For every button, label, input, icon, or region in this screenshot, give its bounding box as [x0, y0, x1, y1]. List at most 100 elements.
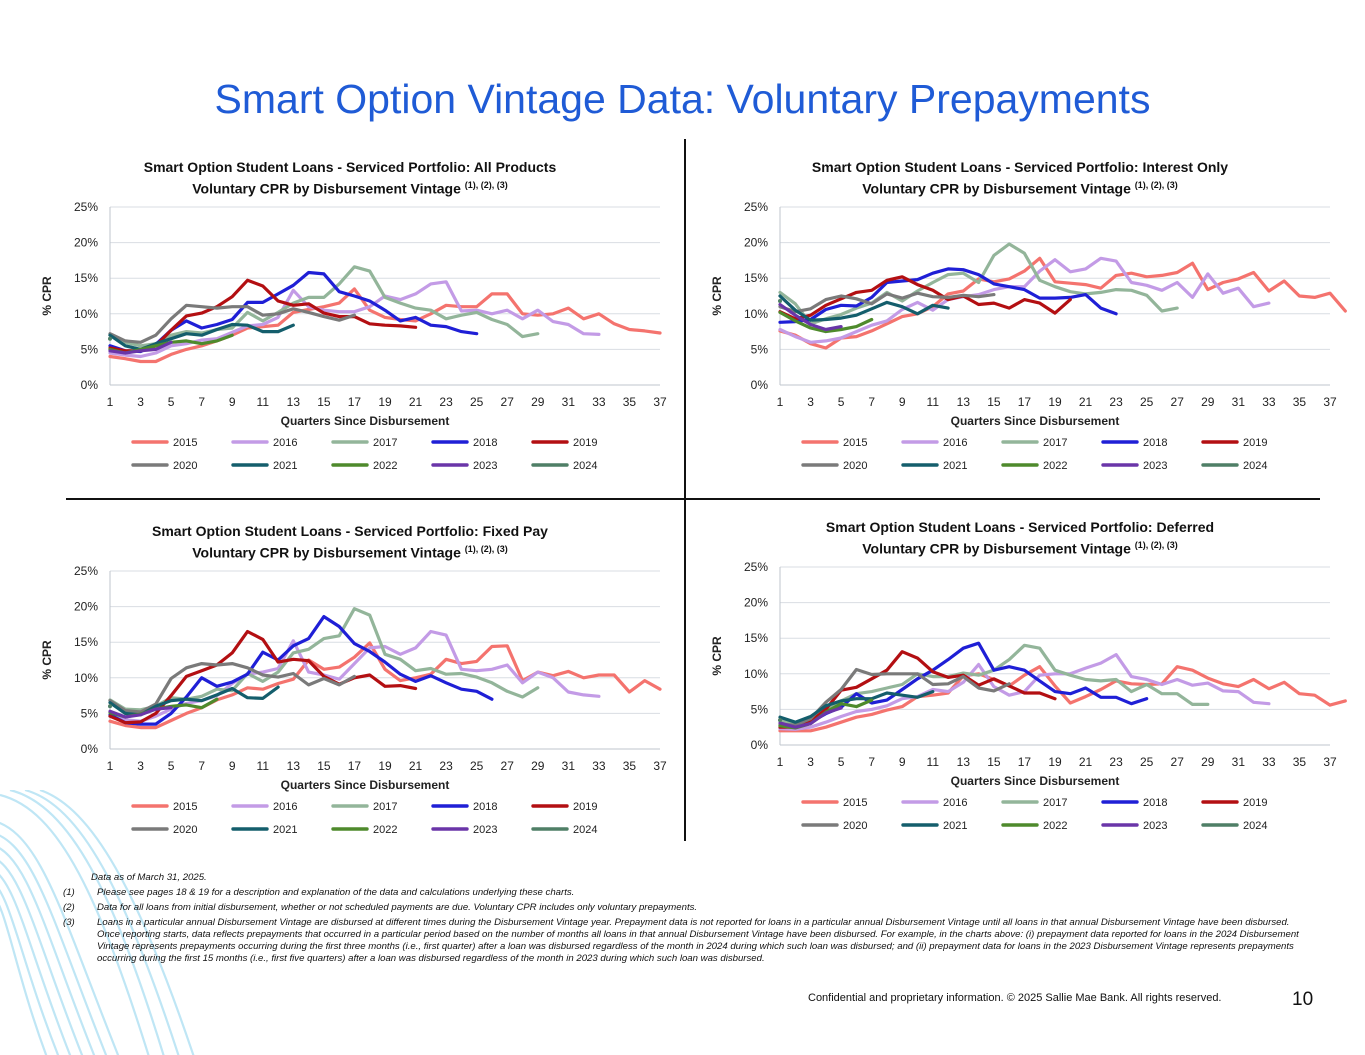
x-tick-label: 35: [1293, 755, 1307, 769]
legend-label-2022: 2022: [373, 824, 397, 836]
legend-label-2015: 2015: [173, 437, 197, 449]
chart-deferred: 0%5%10%15%20%25%1 3 5 7 9 11 13 15 17 19 21 23 25 27 2…: [710, 560, 1347, 832]
footnote-text: Loans in a particular annual Disbursemen…: [97, 917, 1299, 964]
x-tick-label: 3: [137, 395, 144, 409]
chart-panel-all-products: Smart Option Student Loans - Serviced Po…: [10, 150, 690, 510]
chart-title-footnote-refs: (1), (2), (3): [464, 180, 508, 190]
x-tick-label: 3: [137, 759, 144, 773]
x-tick-label: 23: [1109, 395, 1123, 409]
x-tick-label: 15: [987, 395, 1001, 409]
footnote-number: (2): [63, 902, 75, 913]
chart-title: Smart Option Student Loans - Serviced Po…: [680, 518, 1360, 558]
x-tick-label: 13: [957, 395, 971, 409]
series-line-2020: [778, 667, 1011, 727]
x-tick-label: 9: [899, 755, 906, 769]
x-tick-label: 3: [807, 395, 814, 409]
footnote-text: Data as of March 31, 2025.: [91, 872, 207, 883]
y-tick-label: 20%: [744, 236, 768, 250]
footnote-data-as-of: Data as of March 31, 2025.: [91, 872, 1311, 884]
series-line-2020: [108, 662, 356, 714]
x-tick-label: 21: [409, 395, 423, 409]
x-tick-label: 33: [1262, 755, 1276, 769]
x-tick-label: 15: [317, 395, 331, 409]
legend-label-2023: 2023: [473, 824, 497, 836]
x-tick-label: 9: [899, 395, 906, 409]
legend-label-2018: 2018: [473, 437, 497, 449]
page-title: Smart Option Vintage Data: Voluntary Pre…: [214, 76, 1151, 122]
x-axis-label: Quarters Since Disbursement: [951, 774, 1120, 788]
chart-panel-interest-only: Smart Option Student Loans - Serviced Po…: [680, 150, 1360, 510]
legend-label-2017: 2017: [373, 437, 397, 449]
chart-fixed-pay: 0%5%10%15%20%25%1 3 5 7 9 11 13 15 17 19 21 23 25 27 2…: [40, 564, 667, 836]
x-tick-label: 13: [287, 759, 301, 773]
legend-label-2024: 2024: [573, 824, 597, 836]
x-tick-label: 5: [168, 395, 175, 409]
legend-label-2021: 2021: [943, 460, 967, 472]
chart-title-line2: Voluntary CPR by Disbursement Vintage: [862, 180, 1131, 197]
chart-title: Smart Option Student Loans - Serviced Po…: [10, 522, 690, 562]
page-number: 10: [1292, 989, 1314, 1010]
legend-label-2022: 2022: [373, 460, 397, 472]
chart-title-line2: Voluntary CPR by Disbursement Vintage: [192, 544, 461, 561]
series-point-2024: [778, 298, 782, 303]
y-tick-label: 0%: [751, 738, 769, 752]
series-line-2017: [108, 607, 540, 712]
vertical-divider: [684, 139, 686, 841]
x-tick-label: 5: [838, 755, 845, 769]
x-tick-label: 25: [1140, 755, 1154, 769]
y-axis-label: % CPR: [710, 636, 724, 676]
x-tick-label: 7: [868, 755, 875, 769]
legend-label-2020: 2020: [173, 824, 197, 836]
x-tick-label: 33: [592, 759, 606, 773]
x-tick-label: 1: [107, 759, 114, 773]
y-tick-label: 20%: [74, 600, 98, 614]
series-line-2017: [778, 242, 1179, 326]
legend-label-2018: 2018: [1143, 437, 1167, 449]
x-tick-label: 27: [501, 395, 515, 409]
x-axis-label: Quarters Since Disbursement: [281, 778, 450, 792]
x-tick-label: 13: [287, 395, 301, 409]
x-tick-label: 17: [1018, 395, 1032, 409]
series-line-2019: [778, 650, 1057, 729]
legend-label-2023: 2023: [1143, 460, 1167, 472]
x-tick-label: 19: [1048, 395, 1062, 409]
footnote-1: (1) Please see pages 18 & 19 for a descr…: [63, 887, 1311, 899]
x-tick-label: 37: [653, 395, 667, 409]
decorative-wave-lines: [0, 790, 195, 1055]
y-axis-label: % CPR: [710, 276, 724, 316]
legend-label-2019: 2019: [1243, 437, 1267, 449]
x-axis-label: Quarters Since Disbursement: [951, 414, 1120, 428]
chart-title: Smart Option Student Loans - Serviced Po…: [680, 158, 1360, 198]
x-tick-label: 11: [257, 395, 270, 409]
x-tick-label: 29: [1201, 755, 1215, 769]
x-tick-label: 3: [807, 755, 814, 769]
legend-label-2016: 2016: [943, 797, 967, 809]
legend-label-2023: 2023: [473, 460, 497, 472]
series-line-2017: [108, 265, 540, 348]
y-tick-label: 25%: [74, 200, 98, 214]
y-tick-label: 5%: [81, 706, 99, 720]
x-tick-label: 27: [501, 759, 515, 773]
x-tick-label: 31: [562, 395, 576, 409]
y-tick-label: 5%: [81, 342, 99, 356]
x-tick-label: 15: [317, 759, 331, 773]
x-tick-label: 17: [1018, 755, 1032, 769]
chart-title-footnote-refs: (1), (2), (3): [1134, 540, 1178, 550]
chart-panel-fixed-pay: Smart Option Student Loans - Serviced Po…: [10, 514, 690, 874]
x-tick-label: 35: [623, 395, 637, 409]
chart-title: Smart Option Student Loans - Serviced Po…: [10, 158, 690, 198]
chart-title-footnote-refs: (1), (2), (3): [1134, 180, 1178, 190]
series-line-2021: [778, 294, 950, 322]
legend-label-2016: 2016: [273, 437, 297, 449]
series-line-2023: [108, 706, 173, 719]
legend-label-2015: 2015: [173, 801, 197, 813]
legend-label-2018: 2018: [1143, 797, 1167, 809]
y-tick-label: 0%: [81, 742, 99, 756]
legend-label-2019: 2019: [573, 801, 597, 813]
x-tick-label: 21: [409, 759, 423, 773]
legend-label-2019: 2019: [1243, 797, 1267, 809]
legend-label-2020: 2020: [843, 460, 867, 472]
legend-label-2017: 2017: [373, 801, 397, 813]
x-tick-label: 29: [531, 759, 545, 773]
chart-all-products: 0%5%10%15%20%25%1 3 5 7 9 11 13 15 17 19 21 23 25 27 2…: [40, 200, 667, 472]
